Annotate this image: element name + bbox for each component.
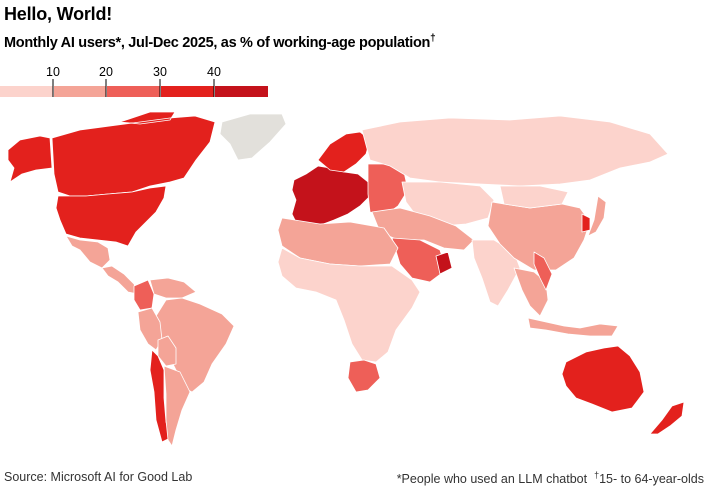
region-canada xyxy=(51,111,216,197)
region-argentina xyxy=(163,365,191,447)
region-south-korea xyxy=(581,213,591,233)
legend-label-10: 10 xyxy=(46,65,60,79)
region-russia xyxy=(361,115,669,187)
legend-swatch-0 xyxy=(0,86,53,97)
region-vietnam xyxy=(533,251,553,291)
region-saudi-arabia xyxy=(391,237,447,283)
region-alaska xyxy=(7,135,53,183)
chart-subtitle: Monthly AI users*, Jul-Dec 2025, as % of… xyxy=(4,33,436,51)
world-map xyxy=(7,111,685,447)
region-japan xyxy=(587,195,607,237)
footnote-dagger: † xyxy=(594,470,600,480)
region-sub-saharan-africa xyxy=(277,247,421,363)
legend-swatch-4 xyxy=(215,86,268,97)
region-north-africa xyxy=(277,217,399,267)
region-central-america xyxy=(101,265,139,295)
legend-swatch-1 xyxy=(54,86,106,97)
subtitle-text: Monthly AI users*, Jul-Dec 2025, as % of… xyxy=(4,34,431,51)
region-western-europe xyxy=(291,165,371,227)
color-legend: 10 20 30 40 xyxy=(0,65,268,97)
region-australia xyxy=(561,345,645,413)
footnotes: *People who used an LLM chatbot †15- to … xyxy=(397,470,704,486)
legend-label-30: 30 xyxy=(153,65,167,79)
region-scandinavia xyxy=(317,131,371,173)
footnote-asterisk: *People who used an LLM chatbot xyxy=(396,472,588,487)
region-new-zealand xyxy=(649,401,685,435)
subtitle-dagger: † xyxy=(430,33,436,44)
region-south-africa xyxy=(347,359,381,393)
chart-title: Hello, World! xyxy=(4,4,113,24)
region-mongolia xyxy=(499,185,569,209)
region-indonesia xyxy=(527,317,619,337)
legend-label-40: 40 xyxy=(207,65,221,79)
legend-label-20: 20 xyxy=(99,65,113,79)
region-mexico xyxy=(65,235,111,269)
legend-swatch-2 xyxy=(107,86,160,97)
footnote-age: 15- to 64-year-olds xyxy=(599,472,704,487)
region-greenland xyxy=(219,113,287,161)
region-uae xyxy=(435,251,453,275)
legend-swatch-3 xyxy=(161,86,214,97)
region-southeast-asia xyxy=(513,267,549,317)
region-venezuela xyxy=(149,277,197,299)
source-note: Source: Microsoft AI for Good Lab xyxy=(4,470,193,484)
region-united-states xyxy=(55,185,167,247)
